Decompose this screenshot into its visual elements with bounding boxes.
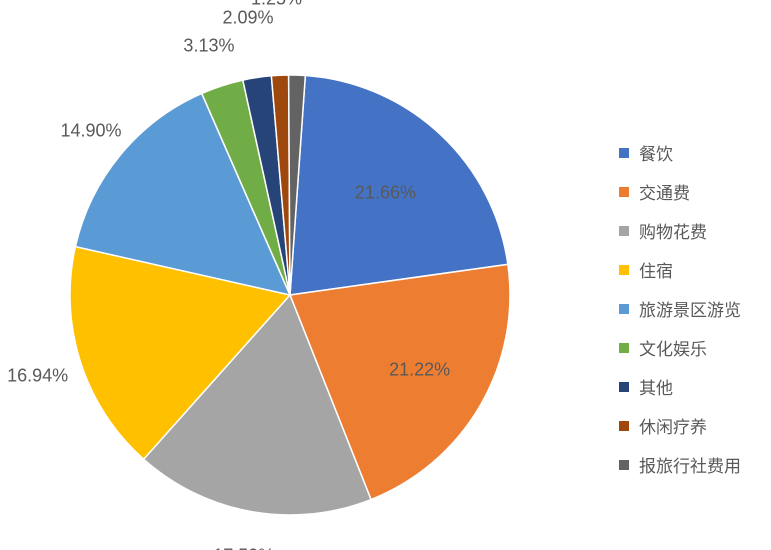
legend-label: 住宿 (639, 257, 673, 282)
pie-slice-label: 3.13% (183, 35, 234, 56)
legend-swatch (619, 343, 629, 353)
pie-slice-label: 17.59% (213, 545, 274, 550)
legend-swatch (619, 382, 629, 392)
pie-slice-label: 21.22% (389, 360, 450, 381)
legend-swatch (619, 421, 629, 431)
pie-slice-label: 16.94% (7, 365, 68, 386)
legend-label: 旅游景区游览 (639, 296, 741, 321)
legend-label: 交通费 (639, 179, 690, 204)
legend-swatch (619, 187, 629, 197)
legend-item: 其他 (619, 374, 741, 399)
legend-swatch (619, 304, 629, 314)
pie-chart-container: 21.66% 21.22% 17.59% 16.94% 14.90% 3.13% 2.09%… (0, 0, 771, 550)
legend-swatch (619, 265, 629, 275)
legend: 餐饮交通费购物花费住宿旅游景区游览文化娱乐其他休闲疗养报旅行社费用 (619, 140, 741, 491)
legend-item: 文化娱乐 (619, 335, 741, 360)
legend-item: 报旅行社费用 (619, 452, 741, 477)
legend-item: 住宿 (619, 257, 741, 282)
legend-label: 购物花费 (639, 218, 707, 243)
legend-label: 报旅行社费用 (639, 452, 741, 477)
pie-slice-label: 1.21% (274, 0, 325, 3)
legend-label: 休闲疗养 (639, 413, 707, 438)
legend-swatch (619, 148, 629, 158)
legend-item: 购物花费 (619, 218, 741, 243)
pie-slice-label: 14.90% (60, 120, 121, 141)
legend-item: 餐饮 (619, 140, 741, 165)
legend-label: 文化娱乐 (639, 335, 707, 360)
legend-item: 休闲疗养 (619, 413, 741, 438)
legend-label: 餐饮 (639, 140, 673, 165)
pie-slice-label: 2.09% (223, 8, 274, 29)
legend-swatch (619, 460, 629, 470)
pie-slice-label: 21.66% (355, 182, 416, 203)
legend-swatch (619, 226, 629, 236)
legend-item: 旅游景区游览 (619, 296, 741, 321)
legend-label: 其他 (639, 374, 673, 399)
legend-item: 交通费 (619, 179, 741, 204)
